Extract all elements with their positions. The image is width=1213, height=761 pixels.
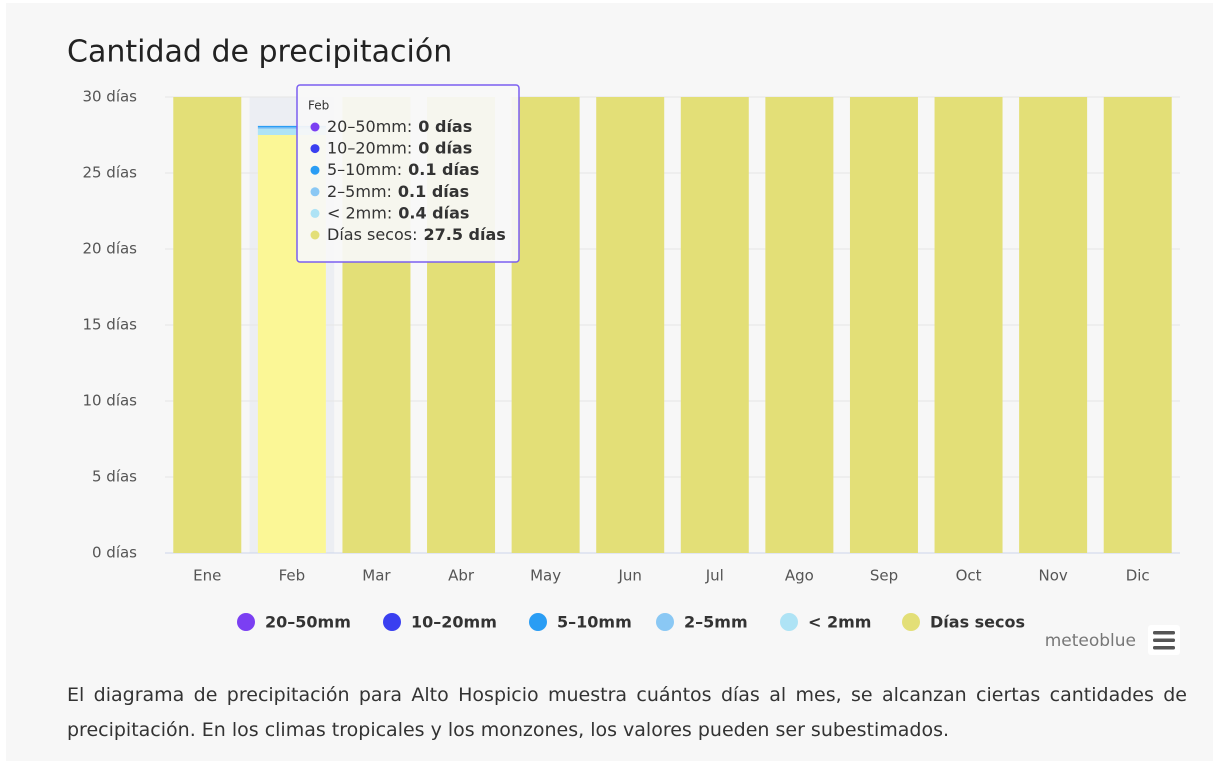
- legend-swatch: [902, 613, 920, 631]
- bar-segment: [257, 127, 326, 129]
- legend-swatch: [529, 613, 547, 631]
- tooltip-label: 5–10mm:: [327, 160, 402, 179]
- bar-segment: [1103, 97, 1172, 553]
- legend-label: Días secos: [930, 613, 1025, 632]
- chart-title: Cantidad de precipitación: [67, 35, 452, 70]
- bar-segment: [173, 97, 242, 553]
- bar-segment: [257, 125, 326, 128]
- y-tick-label: 5 días: [92, 468, 137, 486]
- tooltip-swatch: [310, 165, 320, 175]
- x-tick-label: Sep: [870, 567, 898, 585]
- x-tick-label: Mar: [362, 567, 391, 585]
- chart: Cantidad de precipitación 0 días 5 días 10…: [67, 34, 1180, 655]
- x-tick-label: Oct: [956, 567, 982, 585]
- description: El diagrama de precipitación para Alto H…: [67, 684, 1187, 741]
- y-tick-label: 25 días: [82, 164, 137, 182]
- bar-segment: [934, 97, 1003, 553]
- legend-label: 2–5mm: [684, 613, 748, 632]
- tooltip-row: Días secos: 27.5 días: [327, 225, 506, 244]
- y-tick-label: 30 días: [82, 88, 137, 106]
- x-tick-label: Ene: [193, 567, 221, 585]
- legend-swatch: [237, 613, 255, 631]
- y-tick-label: 20 días: [82, 240, 137, 258]
- branding: meteoblue: [1045, 631, 1136, 651]
- tooltip-swatch: [310, 230, 320, 240]
- legend-swatch: [383, 613, 401, 631]
- bar-segment: [596, 97, 665, 553]
- tooltip-row: 5–10mm: 0.1 días: [327, 160, 479, 179]
- y-tick-label: 0 días: [92, 544, 137, 562]
- tooltip-row: < 2mm: 0.4 días: [327, 203, 469, 222]
- tooltip-label: < 2mm:: [327, 203, 392, 222]
- tooltip-swatch: [310, 144, 320, 154]
- legend-label: 20–50mm: [265, 613, 351, 632]
- tooltip-label: 2–5mm:: [327, 181, 392, 200]
- tooltip-box: [296, 84, 520, 263]
- tooltip-value: 0 días: [418, 117, 472, 136]
- legend-swatch: [780, 613, 798, 631]
- legend-swatch: [656, 613, 674, 631]
- tooltip-swatch: [310, 187, 320, 197]
- x-tick-label: Jul: [705, 567, 724, 585]
- y-tick-label: 15 días: [82, 316, 137, 334]
- legend-label: 5–10mm: [557, 613, 632, 632]
- y-tick-label: 10 días: [82, 392, 137, 410]
- menu-button[interactable]: [1148, 625, 1180, 655]
- legend-label: 10–20mm: [411, 613, 497, 632]
- tooltip-value: 0.4 días: [398, 203, 469, 222]
- tooltip-value: 0.1 días: [398, 181, 469, 200]
- x-tick-label: Feb: [279, 567, 306, 585]
- tooltip-value: 0.1 días: [408, 160, 479, 179]
- bar-segment: [849, 97, 918, 553]
- bar-segment: [765, 97, 834, 553]
- tooltip-title: Feb: [308, 99, 329, 113]
- tooltip-label: Días secos:: [327, 225, 417, 244]
- tooltip-label: 20–50mm:: [327, 117, 412, 136]
- tooltip-row: 10–20mm: 0 días: [327, 138, 472, 157]
- tooltip-label: 10–20mm:: [327, 138, 412, 157]
- bar-segment: [680, 97, 749, 553]
- tooltip: Feb 20–50mm: 0 días 10–20mm: 0 días 5–10mm: 0.…: [296, 84, 520, 263]
- bar-segment: [511, 97, 580, 553]
- tooltip-swatch: [310, 208, 320, 218]
- x-tick-label: Nov: [1038, 567, 1067, 585]
- bar-segment: [257, 128, 326, 135]
- x-tick-label: May: [530, 567, 561, 585]
- legend-label: < 2mm: [808, 613, 871, 632]
- x-tick-label: Abr: [448, 567, 475, 585]
- tooltip-row: 20–50mm: 0 días: [327, 117, 472, 136]
- tooltip-row: 2–5mm: 0.1 días: [327, 181, 469, 200]
- tooltip-value: 27.5 días: [423, 225, 505, 244]
- bar-segment: [1019, 97, 1088, 553]
- x-tick-label: Dic: [1126, 567, 1150, 585]
- tooltip-swatch: [310, 122, 320, 132]
- x-tick-label: Jun: [617, 567, 641, 585]
- tooltip-value: 0 días: [418, 138, 472, 157]
- x-tick-label: Ago: [785, 567, 814, 585]
